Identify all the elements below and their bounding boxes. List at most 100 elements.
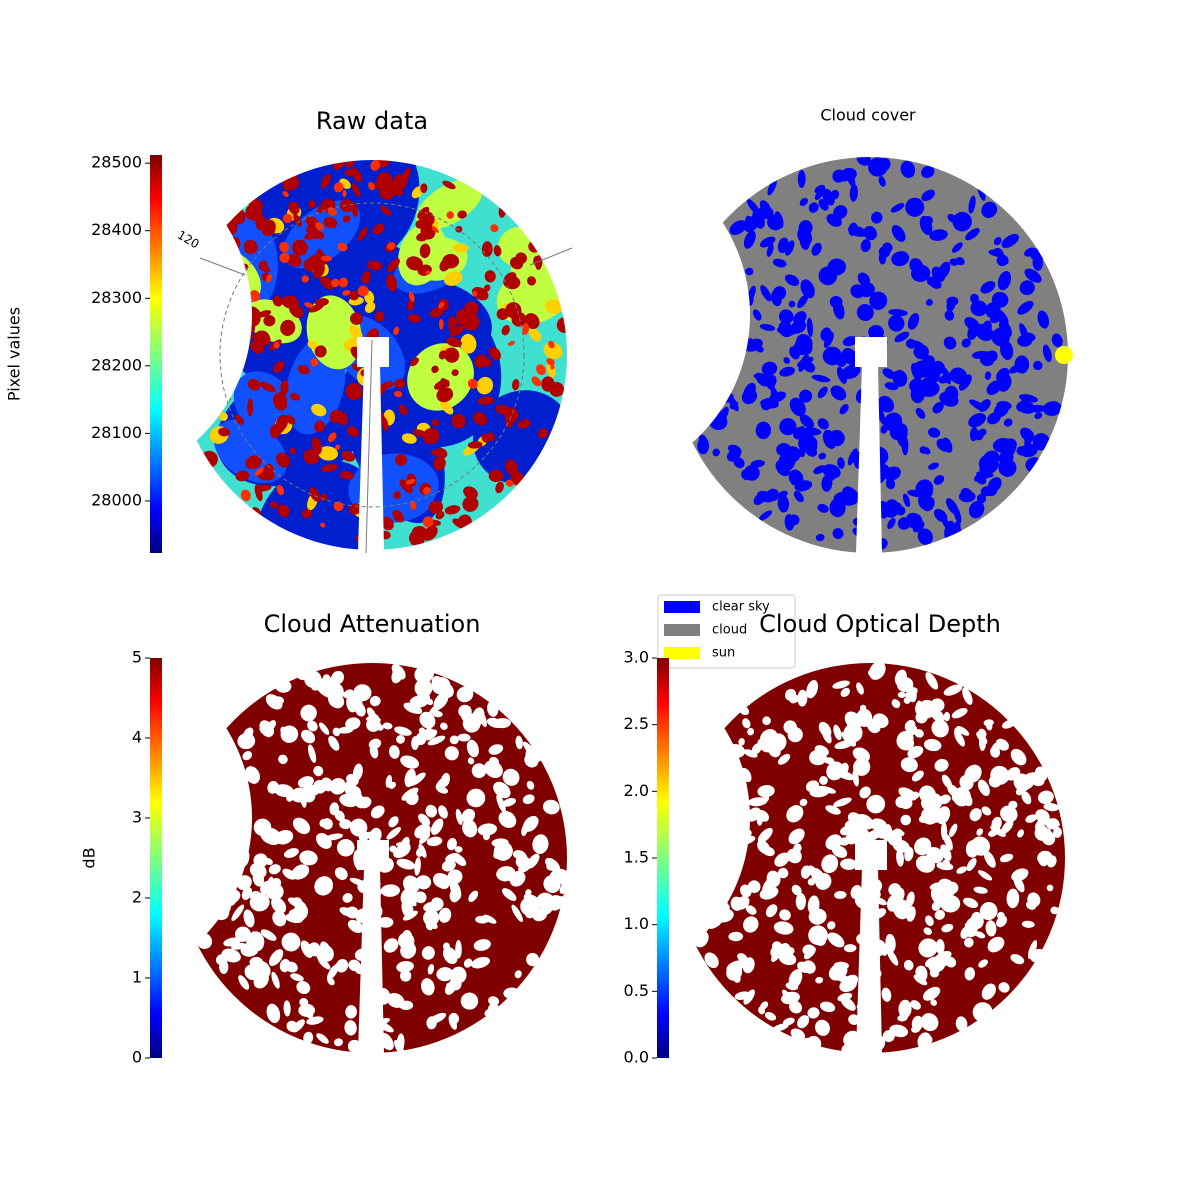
image-blob bbox=[345, 717, 361, 730]
image-blob bbox=[739, 338, 753, 348]
image-blob bbox=[456, 686, 474, 703]
image-blob bbox=[311, 403, 327, 417]
image-blob bbox=[965, 228, 980, 241]
image-blob bbox=[1013, 773, 1031, 792]
image-blob bbox=[366, 512, 384, 529]
image-blob bbox=[766, 243, 774, 257]
image-blob bbox=[452, 518, 469, 530]
image-blob bbox=[806, 679, 819, 699]
image-blob bbox=[759, 886, 779, 900]
image-blob bbox=[300, 940, 313, 958]
image-blob bbox=[806, 317, 814, 337]
image-blob bbox=[396, 735, 405, 744]
image-blob bbox=[764, 374, 776, 391]
image-blob bbox=[757, 490, 775, 503]
image-blob bbox=[799, 197, 808, 207]
image-blob bbox=[536, 364, 546, 376]
image-blob bbox=[285, 414, 296, 425]
image-blob bbox=[446, 337, 462, 348]
image-blob bbox=[337, 242, 348, 252]
image-blob bbox=[867, 669, 882, 679]
image-blob bbox=[951, 242, 963, 253]
image-blob bbox=[855, 388, 867, 404]
image-blob bbox=[712, 448, 720, 457]
image-blob bbox=[488, 1003, 500, 1015]
image-blob bbox=[780, 951, 788, 958]
image-blob bbox=[395, 454, 407, 466]
image-blob bbox=[247, 398, 254, 417]
image-blob bbox=[1010, 954, 1025, 965]
image-blob bbox=[896, 848, 904, 867]
image-blob bbox=[828, 963, 848, 981]
image-blob bbox=[1017, 300, 1034, 315]
image-blob bbox=[474, 354, 488, 369]
polar-circle bbox=[219, 202, 525, 508]
image-blob bbox=[785, 947, 795, 955]
image-blob bbox=[505, 479, 514, 487]
image-blob bbox=[333, 157, 346, 170]
image-blob bbox=[678, 332, 691, 342]
image-blob bbox=[905, 512, 923, 529]
image-blob bbox=[1032, 433, 1050, 451]
colorbar-tick-label: 0 bbox=[132, 1048, 142, 1067]
colorbar-tick-label: 0.5 bbox=[624, 981, 649, 1000]
image-blob bbox=[873, 908, 887, 919]
image-blob bbox=[978, 959, 988, 968]
image-blob bbox=[981, 983, 996, 1000]
image-blob bbox=[784, 240, 795, 256]
image-blob bbox=[915, 855, 936, 873]
image-blob bbox=[735, 823, 744, 834]
image-blob bbox=[235, 823, 248, 837]
image-blob bbox=[353, 850, 363, 870]
image-blob bbox=[885, 478, 896, 490]
image-blob bbox=[431, 675, 444, 690]
image-blob bbox=[761, 361, 778, 376]
image-blob bbox=[493, 245, 502, 257]
image-blob bbox=[283, 848, 299, 858]
image-blob bbox=[526, 952, 540, 967]
panel-title: Cloud cover bbox=[820, 106, 916, 125]
image-blob bbox=[800, 279, 815, 299]
image-blob bbox=[818, 721, 832, 738]
image-blob bbox=[684, 881, 700, 889]
image-blob bbox=[702, 765, 719, 780]
image-blob bbox=[882, 242, 893, 253]
legend-label: cloud bbox=[712, 623, 747, 638]
image-blob bbox=[800, 865, 811, 879]
image-blob bbox=[873, 897, 887, 906]
image-blob bbox=[240, 489, 251, 502]
image-blob bbox=[930, 888, 944, 905]
image-blob bbox=[359, 346, 367, 360]
image-blob bbox=[409, 695, 429, 708]
image-blob bbox=[1038, 790, 1054, 805]
image-blob bbox=[720, 303, 733, 315]
image-blob bbox=[398, 932, 415, 950]
image-blob bbox=[422, 486, 431, 495]
image-blob bbox=[915, 965, 928, 983]
image-blob bbox=[335, 958, 349, 973]
image-blob bbox=[840, 858, 857, 870]
image-blob bbox=[369, 695, 381, 707]
image-blob bbox=[391, 188, 400, 195]
image-blob bbox=[296, 981, 311, 995]
image-blob bbox=[757, 840, 770, 854]
image-blob bbox=[357, 227, 368, 241]
image-blob bbox=[903, 697, 911, 704]
image-blob bbox=[493, 781, 511, 799]
image-blob bbox=[841, 347, 858, 365]
image-blob bbox=[868, 446, 889, 466]
image-blob bbox=[393, 326, 400, 335]
image-blob bbox=[954, 727, 962, 736]
image-blob bbox=[451, 369, 459, 377]
image-blob bbox=[892, 369, 908, 387]
image-blob bbox=[503, 987, 521, 999]
image-blob bbox=[328, 682, 344, 701]
image-blob bbox=[983, 719, 994, 727]
image-blob bbox=[984, 371, 992, 380]
image-blob bbox=[347, 786, 362, 802]
image-blob bbox=[224, 371, 232, 380]
image-blob bbox=[399, 479, 414, 494]
image-blob bbox=[350, 201, 358, 218]
image-blob bbox=[410, 500, 417, 510]
image-blob bbox=[502, 798, 517, 807]
